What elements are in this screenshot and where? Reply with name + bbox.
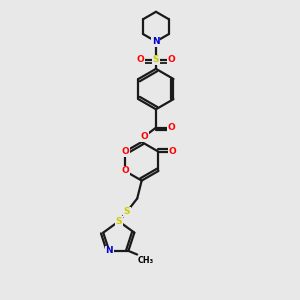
Text: S: S — [116, 217, 122, 226]
Text: O: O — [121, 147, 129, 156]
Text: O: O — [121, 167, 129, 176]
Text: O: O — [167, 123, 175, 132]
Text: O: O — [169, 147, 177, 156]
Text: N: N — [105, 246, 113, 255]
Text: O: O — [167, 56, 175, 64]
Text: N: N — [152, 37, 160, 46]
Text: S: S — [124, 207, 130, 216]
Text: S: S — [153, 56, 159, 64]
Text: CH₃: CH₃ — [138, 256, 154, 265]
Text: O: O — [136, 56, 144, 64]
Text: O: O — [140, 132, 148, 141]
